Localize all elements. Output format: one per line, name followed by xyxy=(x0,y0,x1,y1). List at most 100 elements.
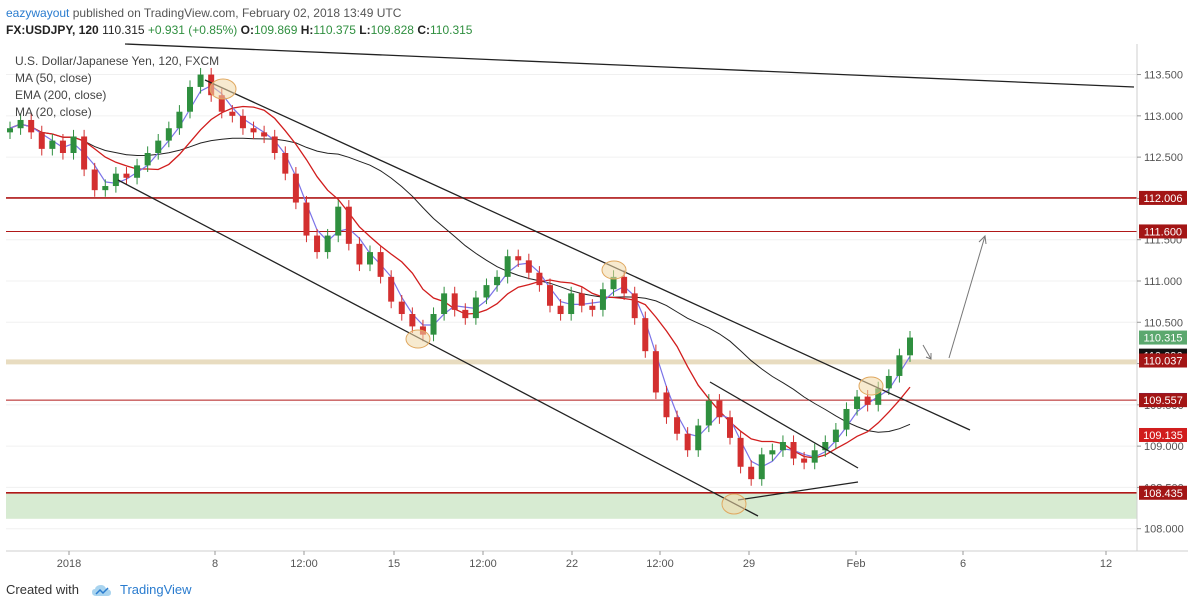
x-tick-label: 12 xyxy=(1100,558,1112,570)
price-label-text: 108.435 xyxy=(1143,488,1183,500)
circle-breakout xyxy=(858,376,884,396)
candle-body xyxy=(621,276,628,294)
candle-body xyxy=(59,140,66,153)
candle-body xyxy=(843,408,850,430)
price-labels: 110.31510:26110.096110.037109.559109.557… xyxy=(1139,190,1187,500)
ma50-line xyxy=(9,105,911,459)
candle-body xyxy=(335,206,342,236)
price-label-box xyxy=(1139,330,1187,345)
candle-body xyxy=(261,132,268,137)
candle-body xyxy=(472,297,479,319)
candle-body xyxy=(7,128,13,133)
y-tick-label: 111.000 xyxy=(1144,276,1182,288)
candle-body xyxy=(398,301,405,315)
tradingview-cloud-icon xyxy=(91,584,111,596)
candle-body xyxy=(547,285,553,306)
circle-bottom xyxy=(721,493,747,515)
candle-body xyxy=(17,119,24,129)
x-tick-label: 15 xyxy=(388,558,400,570)
quote-line: FX:USDJPY, 120 110.315 +0.931 (+0.85%) O… xyxy=(6,23,472,37)
candle-body xyxy=(504,256,511,277)
candle-body xyxy=(652,351,659,393)
price-label-box xyxy=(1139,485,1187,500)
candle-body xyxy=(430,314,437,335)
legend-ema200[interactable]: EMA (200, close) xyxy=(15,88,107,102)
publish-text: published on TradingView.com, February 0… xyxy=(72,6,402,20)
candle-body xyxy=(38,132,45,149)
candle-body xyxy=(28,119,35,133)
price-label-text: 109.557 xyxy=(1143,395,1183,407)
x-tick-label: 12:00 xyxy=(646,558,674,570)
ma50-path xyxy=(9,105,911,459)
candle-body xyxy=(102,186,109,191)
close-value: 110.315 xyxy=(429,23,473,37)
legend-title: U.S. Dollar/Japanese Yen, 120, FXCM xyxy=(15,54,220,68)
ema200-line xyxy=(9,123,911,433)
candle-body xyxy=(525,260,532,273)
candle-body xyxy=(250,128,257,133)
created-with-text: Created with xyxy=(6,582,79,597)
candle-body xyxy=(49,140,56,149)
candle-body xyxy=(779,442,786,451)
ema200-path xyxy=(9,123,911,433)
price-axis[interactable]: 108.000108.500109.000109.500110.000110.5… xyxy=(1137,70,1184,536)
high-label: H: xyxy=(300,23,314,37)
legend-ma20[interactable]: MA (20, close) xyxy=(15,105,92,119)
candle-body xyxy=(599,289,606,310)
open-value: 109.869 xyxy=(254,23,298,37)
candle-body xyxy=(282,152,289,174)
price-band xyxy=(6,359,1137,365)
low-label: L: xyxy=(359,23,371,37)
candle-body xyxy=(790,442,797,459)
candle-body xyxy=(303,202,310,236)
candle-body xyxy=(388,276,395,302)
candle-body xyxy=(409,314,416,327)
price-label-text: 111.600 xyxy=(1144,226,1182,238)
price-label-box xyxy=(1139,427,1187,442)
y-tick-label: 113.000 xyxy=(1144,111,1183,123)
candle-body xyxy=(737,437,744,467)
close-label: C: xyxy=(417,23,430,37)
candle-body xyxy=(642,318,649,352)
wedge-lower xyxy=(737,481,859,501)
candle-body xyxy=(631,293,638,319)
x-tick-label: 12:00 xyxy=(290,558,318,570)
candle-body xyxy=(610,276,617,290)
candle-body xyxy=(441,293,448,315)
candle-body xyxy=(324,235,331,253)
price-label-box xyxy=(1139,224,1187,239)
x-tick-label: Feb xyxy=(847,558,866,570)
candle-body xyxy=(748,466,755,480)
candle-body xyxy=(515,256,522,261)
candle-body xyxy=(864,396,871,405)
candle-body xyxy=(91,169,98,191)
price-label-text: 110.037 xyxy=(1144,356,1183,368)
open-label: O: xyxy=(240,23,254,37)
price-label-text: 112.006 xyxy=(1144,193,1183,205)
author-link[interactable]: eazywayout xyxy=(6,6,70,20)
candle-body xyxy=(727,417,733,438)
candle-body xyxy=(811,450,818,463)
candle-body xyxy=(822,442,829,451)
candle-body xyxy=(801,458,808,463)
candle-body xyxy=(705,400,712,426)
last-price: 110.315 xyxy=(102,23,145,37)
x-tick-label: 6 xyxy=(960,558,966,570)
time-axis[interactable]: 2018 8 12:00 15 12:00 22 12:00 29 Feb 6 12 xyxy=(57,551,1112,570)
long-term-trendline xyxy=(124,43,1135,88)
candle-body xyxy=(589,305,596,310)
candle-body xyxy=(536,272,543,286)
price-label-box xyxy=(1139,190,1187,205)
candle-body xyxy=(367,252,373,265)
candle-body xyxy=(557,305,564,315)
candle-body xyxy=(695,425,702,451)
publish-line: eazywayout published on TradingView.com,… xyxy=(6,6,401,20)
y-tick-label: 108.000 xyxy=(1144,524,1184,536)
candle-body xyxy=(568,293,575,315)
price-label-box xyxy=(1139,393,1187,408)
candle-body xyxy=(144,152,151,166)
candle-body xyxy=(716,400,723,418)
tradingview-link[interactable]: TradingView xyxy=(120,582,192,597)
legend-ma50[interactable]: MA (50, close) xyxy=(15,71,92,85)
